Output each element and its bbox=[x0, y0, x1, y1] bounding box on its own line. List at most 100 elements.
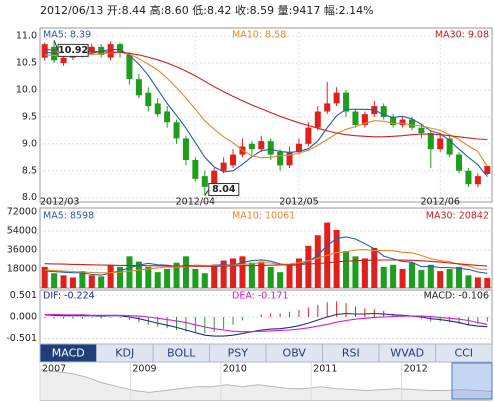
candle-body bbox=[164, 111, 171, 123]
x-tick-label: 2010 bbox=[223, 364, 247, 375]
candle-body bbox=[324, 103, 331, 112]
ma-line bbox=[44, 48, 488, 178]
tab-label[interactable]: WVAD bbox=[390, 347, 424, 360]
candle-body bbox=[135, 79, 142, 96]
candle-body bbox=[474, 176, 481, 185]
candle-body bbox=[60, 57, 67, 64]
ma-line bbox=[44, 259, 488, 267]
volume-bar bbox=[211, 264, 218, 288]
tab[interactable]: BOLL bbox=[152, 343, 210, 363]
ma-line bbox=[44, 249, 488, 274]
volume-bar bbox=[286, 264, 293, 288]
candle-body bbox=[211, 170, 218, 187]
tab[interactable]: MACD bbox=[39, 343, 97, 363]
volume-bar bbox=[390, 264, 397, 288]
volume-bar bbox=[352, 256, 359, 288]
candle-body bbox=[126, 54, 133, 80]
volume-bar bbox=[107, 264, 114, 288]
candle-body bbox=[145, 92, 152, 107]
volume-bar bbox=[427, 264, 434, 288]
volume-bar bbox=[230, 258, 237, 288]
y-tick-label: 10.0 bbox=[16, 84, 37, 95]
candle-body bbox=[41, 44, 48, 58]
tab[interactable]: PSY bbox=[209, 343, 267, 363]
y-tick-label: 9.0 bbox=[22, 138, 37, 149]
candle-body bbox=[107, 44, 114, 58]
legend-entry: MACD: -0.106 bbox=[424, 291, 489, 302]
x-tick-label: 2011 bbox=[313, 364, 337, 375]
volume-bar bbox=[248, 262, 255, 288]
candle-body bbox=[390, 116, 397, 125]
volume-bar bbox=[79, 271, 86, 288]
overview-line bbox=[39, 369, 493, 393]
volume-bar bbox=[380, 266, 387, 288]
y-tick-label: 54000 bbox=[7, 226, 37, 237]
volume-bar bbox=[126, 256, 133, 288]
tab-label[interactable]: RSI bbox=[342, 347, 360, 360]
header-quote: 2012/06/13 开:8.44 高:8.60 低:8.42 收:8.59 量… bbox=[40, 3, 374, 17]
tab-label[interactable]: KDJ bbox=[115, 347, 134, 360]
volume-bar bbox=[201, 273, 208, 288]
legend-entry: DEA: -0.171 bbox=[232, 291, 289, 302]
volume-bar bbox=[343, 251, 350, 288]
tab[interactable]: OBV bbox=[265, 343, 323, 363]
y-tick-label: 36000 bbox=[7, 245, 37, 256]
candle-body bbox=[427, 133, 434, 150]
y-tick-label: 18000 bbox=[7, 264, 37, 275]
candle-body bbox=[192, 159, 199, 179]
y-tick-label: -0.501 bbox=[6, 333, 37, 344]
volume-bar bbox=[361, 258, 368, 288]
volume-bar bbox=[182, 256, 189, 288]
candle-body bbox=[484, 165, 491, 174]
y-tick-label: 9.5 bbox=[22, 111, 37, 122]
tab-label[interactable]: MACD bbox=[52, 347, 85, 360]
volume-bar bbox=[41, 266, 48, 288]
tab[interactable]: WVAD bbox=[378, 343, 436, 363]
volume-bar bbox=[192, 269, 199, 288]
tab-label[interactable]: CCI bbox=[454, 347, 473, 360]
candle-body bbox=[333, 92, 340, 104]
candle-body bbox=[314, 111, 321, 128]
volume-bar bbox=[418, 270, 425, 288]
volume-bar bbox=[117, 266, 124, 288]
volume-bar bbox=[305, 245, 312, 288]
volume-bar bbox=[371, 247, 378, 288]
tab-bg bbox=[435, 343, 493, 363]
x-tick-label: 2007 bbox=[42, 364, 66, 375]
candle-body bbox=[343, 92, 350, 112]
legend-entry: MA30: 9.08 bbox=[435, 30, 489, 41]
tab-label[interactable]: BOLL bbox=[167, 347, 196, 360]
candle-body bbox=[248, 143, 255, 150]
y-tick-label: 11.0 bbox=[16, 31, 37, 42]
volume-bar bbox=[333, 229, 340, 288]
tab-label[interactable]: OBV bbox=[283, 347, 307, 360]
candle-body bbox=[201, 176, 208, 187]
volume-panel bbox=[39, 207, 493, 289]
candle-body bbox=[117, 44, 124, 53]
candle-body bbox=[286, 151, 293, 166]
volume-bar bbox=[164, 269, 171, 288]
volume-bar bbox=[69, 277, 76, 288]
tab-label[interactable]: PSY bbox=[228, 347, 249, 360]
tab[interactable]: CCI bbox=[435, 343, 493, 363]
legend-entry: MA30: 20842 bbox=[426, 211, 489, 222]
x-tick-label: 2012/03 bbox=[40, 197, 79, 208]
y-tick-label: 8.5 bbox=[22, 165, 37, 176]
volume-bar bbox=[399, 269, 406, 288]
legend-entry: MA5: 8.39 bbox=[43, 30, 91, 41]
legend-entry: MA10: 8.58 bbox=[232, 30, 286, 41]
legend-entry: DIF: -0.224 bbox=[43, 291, 95, 302]
volume-bar bbox=[239, 256, 246, 288]
candle-body bbox=[352, 111, 359, 125]
candle-body bbox=[267, 141, 274, 155]
candle-body bbox=[258, 141, 265, 150]
candle-body bbox=[305, 127, 312, 144]
candle-body bbox=[380, 106, 387, 117]
candle-body bbox=[182, 138, 189, 160]
annotation: 8.04 bbox=[212, 184, 236, 195]
y-tick-label: 10.5 bbox=[16, 58, 37, 69]
tab[interactable]: RSI bbox=[322, 343, 380, 363]
tab[interactable]: KDJ bbox=[96, 343, 154, 363]
candle-body bbox=[173, 122, 180, 139]
volume-bar bbox=[474, 277, 481, 288]
